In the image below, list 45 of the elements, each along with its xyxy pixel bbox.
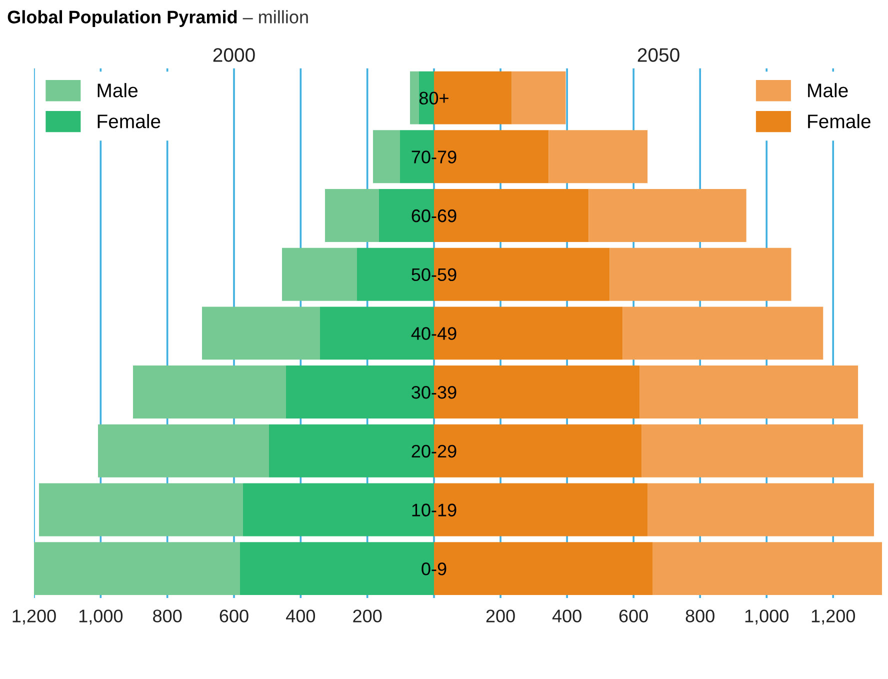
y-tick-label: 70-79 <box>412 150 456 164</box>
y-tick-label: 0-9 <box>422 562 446 576</box>
x-tick-label: 800 <box>153 610 182 622</box>
x-tick-label: 1,000 <box>79 610 123 624</box>
bar <box>325 189 379 242</box>
x-tick-label: 600 <box>220 610 248 622</box>
x-tick-label: 1,000 <box>745 610 788 624</box>
legend-label: Female <box>808 114 870 128</box>
legend-label: Male <box>808 83 848 98</box>
bar <box>202 306 320 360</box>
bar <box>610 248 792 301</box>
bar <box>282 248 357 301</box>
bar <box>34 542 240 596</box>
bar <box>548 130 648 184</box>
x-tick-label: 1,200 <box>12 610 56 624</box>
x-tick-label: 800 <box>686 610 714 622</box>
bar <box>133 366 286 419</box>
legend-label: Male <box>98 83 138 98</box>
bar <box>622 306 824 360</box>
x-tick-label: 200 <box>353 610 382 622</box>
legend-label: Female <box>98 114 160 128</box>
y-tick-label: 80+ <box>419 92 448 105</box>
x2-axis-title: 2050 <box>638 48 680 62</box>
bar <box>652 542 882 596</box>
x-tick-label: 200 <box>486 610 515 622</box>
bar <box>410 71 419 124</box>
bar <box>39 483 243 536</box>
bar <box>373 130 400 184</box>
bar <box>512 71 566 124</box>
y-tick-label: 50-59 <box>412 268 456 282</box>
x-tick-label: 1,200 <box>812 610 855 624</box>
y-tick-label: 60-69 <box>412 209 456 222</box>
x2-axis-title: 2000 <box>213 48 255 62</box>
y-tick-label: 20-29 <box>412 444 456 458</box>
bar <box>98 424 269 478</box>
chart-subtitle: – million <box>242 10 308 24</box>
bar <box>648 483 874 536</box>
x-tick-label: 400 <box>286 610 316 622</box>
bar <box>588 189 746 242</box>
chart-title: Global Population Pyramid <box>8 10 237 28</box>
x-tick-label: 600 <box>619 610 648 622</box>
y-tick-label: 30-39 <box>412 386 456 399</box>
x-tick-label: 400 <box>552 610 582 622</box>
bar <box>642 424 864 478</box>
bar <box>640 366 858 419</box>
